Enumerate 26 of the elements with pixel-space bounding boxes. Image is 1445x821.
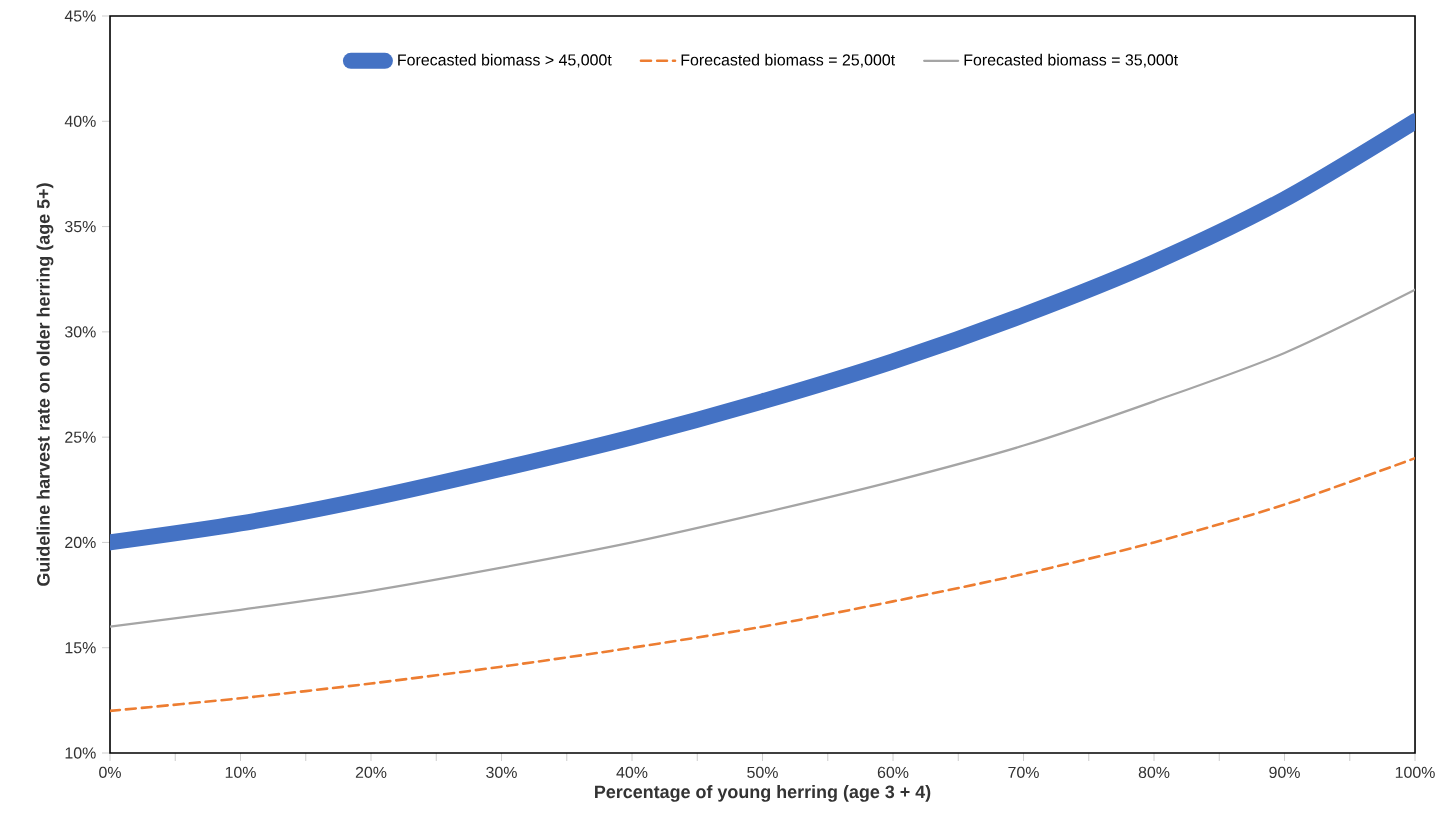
y-tick-label: 10% (65, 747, 96, 759)
legend-label: Forecasted biomass = 25,000t (681, 53, 896, 68)
x-tick-label: 70% (1008, 766, 1039, 778)
x-tick-label: 50% (747, 766, 778, 778)
x-tick-label: 80% (1138, 766, 1170, 778)
y-tick-label: 15% (65, 642, 96, 654)
x-tick-label: 0% (99, 766, 121, 778)
legend-label: Forecasted biomass = 35,000t (964, 53, 1178, 68)
legend-label: Forecasted biomass > 45,000t (398, 53, 612, 68)
y-tick-label: 30% (64, 326, 96, 338)
x-tick-label: 60% (877, 766, 909, 778)
x-tick-label: 40% (616, 766, 648, 778)
y-tick-label: 35% (64, 220, 96, 233)
y-tick-label: 45% (64, 10, 96, 22)
x-tick-label: 20% (355, 766, 387, 778)
y-tick-label: 20% (65, 536, 96, 549)
x-tick-label: 90% (1269, 766, 1300, 778)
y-tick-label: 25% (65, 431, 96, 443)
x-tick-label: 10% (225, 766, 256, 778)
x-tick-label: 30% (486, 766, 517, 778)
x-axis-title: Percentage of young herring (age 3 + 4) (595, 785, 931, 802)
x-tick-label: 100% (1395, 766, 1435, 778)
line-series (110, 288, 1416, 628)
y-tick-label: 40% (64, 115, 96, 127)
y-axis-title: Guideline harvest rate on older herring (age 5+) (36, 183, 54, 586)
line-series (110, 456, 1416, 713)
